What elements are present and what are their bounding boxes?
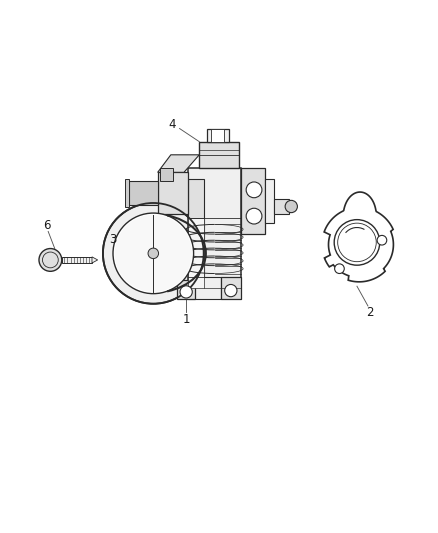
Polygon shape <box>188 219 204 288</box>
Text: 6: 6 <box>43 219 51 232</box>
Polygon shape <box>241 168 265 233</box>
Circle shape <box>246 208 262 224</box>
Polygon shape <box>199 142 239 168</box>
Polygon shape <box>188 179 204 295</box>
Circle shape <box>246 182 262 198</box>
Circle shape <box>335 264 344 273</box>
Circle shape <box>180 286 192 298</box>
Polygon shape <box>221 278 241 300</box>
Polygon shape <box>324 192 393 282</box>
Circle shape <box>285 200 297 213</box>
Circle shape <box>148 248 159 259</box>
Text: 2: 2 <box>366 306 374 319</box>
Polygon shape <box>188 168 241 300</box>
Circle shape <box>39 248 62 271</box>
Text: 3: 3 <box>110 233 117 246</box>
Polygon shape <box>62 257 92 263</box>
Polygon shape <box>207 128 229 142</box>
Polygon shape <box>158 172 188 214</box>
Polygon shape <box>177 280 195 300</box>
Polygon shape <box>274 199 289 214</box>
Polygon shape <box>265 179 274 223</box>
Polygon shape <box>125 179 129 207</box>
Text: 4: 4 <box>168 118 176 131</box>
Circle shape <box>334 220 380 265</box>
Polygon shape <box>92 257 98 263</box>
Polygon shape <box>158 155 199 172</box>
Polygon shape <box>160 168 173 181</box>
Circle shape <box>377 236 387 245</box>
Polygon shape <box>188 278 221 300</box>
Circle shape <box>115 215 192 292</box>
Circle shape <box>113 213 194 294</box>
Circle shape <box>225 285 237 297</box>
Text: 1: 1 <box>182 312 190 326</box>
Polygon shape <box>211 128 224 142</box>
Circle shape <box>103 203 204 304</box>
Polygon shape <box>129 181 158 205</box>
